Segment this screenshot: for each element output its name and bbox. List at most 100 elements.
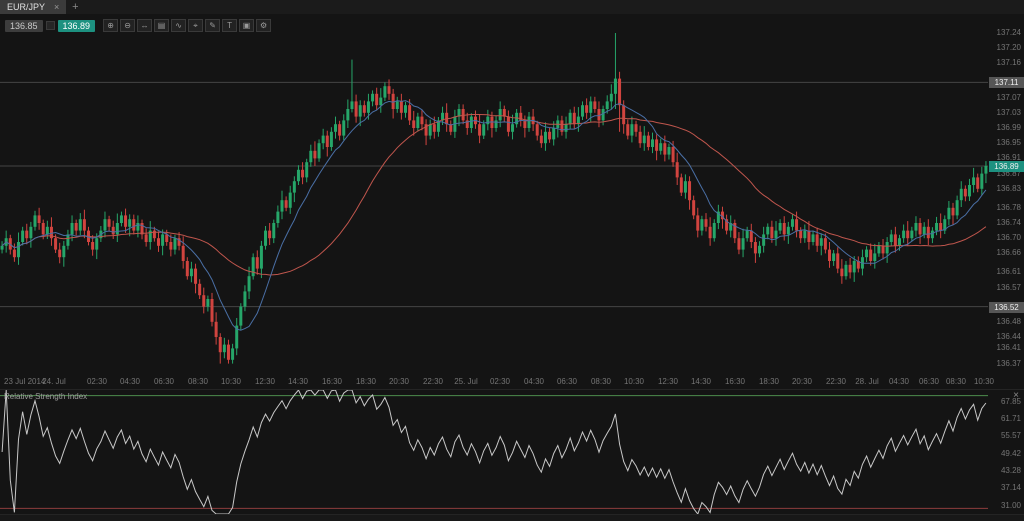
time-axis-label: 04:30 (120, 378, 140, 386)
candle-body (593, 101, 596, 109)
tab-eurjpy[interactable]: EUR/JPY × (0, 0, 66, 14)
indicators-icon[interactable]: ∿ (171, 19, 186, 32)
text-tool-icon[interactable]: T (222, 19, 237, 32)
time-axis-label: 28. Jul (855, 378, 879, 386)
time-axis-label: 04:30 (524, 378, 544, 386)
candle-body (136, 223, 139, 231)
candle-body (651, 139, 654, 147)
candle-body (375, 94, 378, 105)
candle-body (894, 234, 897, 245)
candle-body (334, 124, 337, 132)
candle-body (198, 284, 201, 295)
draw-tools-icon[interactable]: ✎ (205, 19, 220, 32)
candle-body (618, 79, 621, 106)
candle-body (280, 200, 283, 211)
time-axis-label: 16:30 (725, 378, 745, 386)
candle-body (95, 238, 98, 249)
price-axis-label: 136.41 (997, 344, 1021, 352)
candle-body (960, 189, 963, 200)
time-axis-label: 22:30 (826, 378, 846, 386)
time-axis-label: 08:30 (188, 378, 208, 386)
candle-body (544, 132, 547, 143)
rsi-line (2, 390, 986, 514)
candle-body (223, 345, 226, 353)
candle-body (62, 246, 65, 257)
rsi-canvas[interactable] (0, 390, 988, 514)
candle-body (799, 231, 802, 239)
candle-body (898, 238, 901, 246)
price-axis[interactable]: 137.24137.20137.16137.07137.03136.99136.… (988, 14, 1024, 375)
candle-body (713, 223, 716, 238)
scroll-mode-icon[interactable]: ↔ (137, 19, 152, 32)
candle-body (116, 223, 119, 234)
time-axis-label: 24. Jul (42, 378, 66, 386)
candle-body (58, 250, 61, 258)
candle-body (688, 181, 691, 200)
settings-icon[interactable]: ⚙ (256, 19, 271, 32)
candle-body (742, 238, 745, 249)
candle-body (919, 223, 922, 234)
candle-body (359, 105, 362, 116)
candle-body (1, 246, 4, 250)
candle-body (346, 109, 349, 120)
price-axis-label: 136.48 (997, 318, 1021, 326)
candle-body (103, 219, 106, 230)
candle-body (639, 132, 642, 143)
new-tab-button[interactable]: + (66, 0, 84, 14)
candle-body (910, 231, 913, 239)
candle-body (824, 238, 827, 249)
time-axis-label: 10:30 (624, 378, 644, 386)
candle-body (569, 113, 572, 124)
zoom-out-icon[interactable]: ⊖ (120, 19, 135, 32)
price-axis-label: 136.83 (997, 185, 1021, 193)
candle-body (976, 177, 979, 188)
candle-body (29, 227, 32, 238)
candle-body (927, 227, 930, 238)
tab-close-icon[interactable]: × (54, 0, 59, 14)
candle-body (737, 238, 740, 249)
price-axis-label: 137.16 (997, 59, 1021, 67)
main-chart-canvas[interactable] (0, 14, 988, 375)
time-axis-label: 06:30 (557, 378, 577, 386)
candle-body (486, 117, 489, 125)
price-level-badge: 136.52 (989, 302, 1024, 313)
snapshot-icon[interactable]: ▣ (239, 19, 254, 32)
zoom-in-icon[interactable]: ⊕ (103, 19, 118, 32)
price-axis-label: 136.61 (997, 268, 1021, 276)
candle-body (873, 253, 876, 261)
candle-body (404, 105, 407, 113)
candle-body (132, 219, 135, 230)
candle-body (552, 128, 555, 139)
time-axis-label: 08:30 (591, 378, 611, 386)
candle-body (614, 79, 617, 94)
candle-body (412, 120, 415, 128)
candle-body (795, 219, 798, 230)
candle-body (667, 147, 670, 155)
candle-body (849, 265, 852, 273)
candle-body (326, 136, 329, 147)
rsi-title: Relative Strength Index (4, 392, 87, 401)
candle-body (902, 231, 905, 239)
candle-body (655, 139, 658, 150)
time-axis-label: 22:30 (423, 378, 443, 386)
candle-body (643, 136, 646, 144)
candle-body (215, 322, 218, 337)
time-axis-label: 02:30 (87, 378, 107, 386)
chart-toolbar: 136.85 136.89 ⊕⊖↔▤∿⌖✎T▣⚙ (5, 19, 271, 32)
time-axis[interactable]: 23 Jul 201424. Jul02:3004:3006:3008:3010… (0, 375, 1024, 389)
candle-body (754, 242, 757, 253)
candle-body (293, 181, 296, 192)
crosshair-icon[interactable]: ⌖ (188, 19, 203, 32)
candle-body (882, 246, 885, 254)
candle-body (523, 120, 526, 128)
chart-type-icon[interactable]: ▤ (154, 19, 169, 32)
rsi-axis-label: 67.85 (1001, 398, 1021, 406)
candle-body (313, 151, 316, 159)
rsi-axis[interactable]: 67.8561.7155.5749.4243.2837.1431.00 (988, 390, 1024, 514)
price-axis-label: 137.24 (997, 29, 1021, 37)
candle-body (770, 227, 773, 238)
candle-body (71, 223, 74, 234)
price-level-badge: 137.11 (989, 77, 1024, 88)
candle-body (696, 215, 699, 230)
candle-body (820, 238, 823, 246)
